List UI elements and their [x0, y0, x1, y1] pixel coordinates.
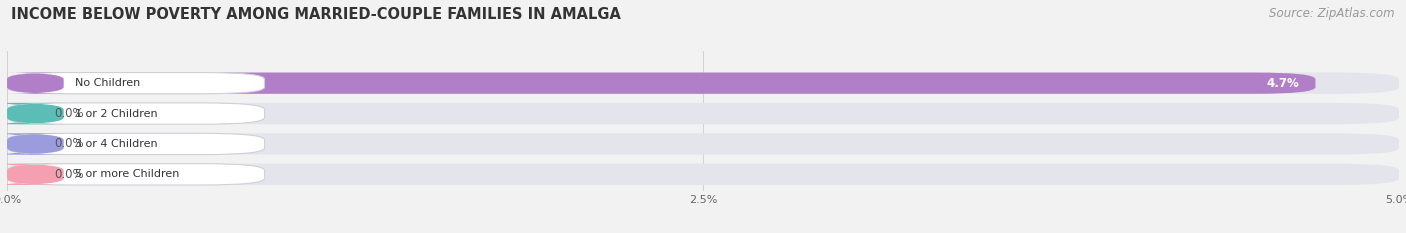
- FancyBboxPatch shape: [7, 72, 264, 94]
- FancyBboxPatch shape: [7, 133, 1399, 154]
- FancyBboxPatch shape: [7, 72, 1399, 94]
- FancyBboxPatch shape: [3, 72, 69, 94]
- Text: 1 or 2 Children: 1 or 2 Children: [75, 109, 157, 119]
- FancyBboxPatch shape: [0, 133, 69, 154]
- Text: Source: ZipAtlas.com: Source: ZipAtlas.com: [1270, 7, 1395, 20]
- Text: 0.0%: 0.0%: [55, 137, 84, 151]
- Text: 0.0%: 0.0%: [55, 107, 84, 120]
- Text: 4.7%: 4.7%: [1265, 77, 1299, 90]
- FancyBboxPatch shape: [3, 133, 69, 154]
- FancyBboxPatch shape: [3, 103, 69, 124]
- FancyBboxPatch shape: [7, 133, 264, 154]
- FancyBboxPatch shape: [0, 103, 69, 124]
- FancyBboxPatch shape: [7, 72, 1316, 94]
- FancyBboxPatch shape: [7, 164, 1399, 185]
- Text: 3 or 4 Children: 3 or 4 Children: [75, 139, 157, 149]
- FancyBboxPatch shape: [7, 164, 264, 185]
- Text: 0.0%: 0.0%: [55, 168, 84, 181]
- Text: 5 or more Children: 5 or more Children: [75, 169, 179, 179]
- Text: No Children: No Children: [75, 78, 141, 88]
- FancyBboxPatch shape: [7, 103, 264, 124]
- Text: INCOME BELOW POVERTY AMONG MARRIED-COUPLE FAMILIES IN AMALGA: INCOME BELOW POVERTY AMONG MARRIED-COUPL…: [11, 7, 621, 22]
- FancyBboxPatch shape: [3, 164, 69, 185]
- FancyBboxPatch shape: [0, 164, 69, 185]
- FancyBboxPatch shape: [7, 103, 1399, 124]
